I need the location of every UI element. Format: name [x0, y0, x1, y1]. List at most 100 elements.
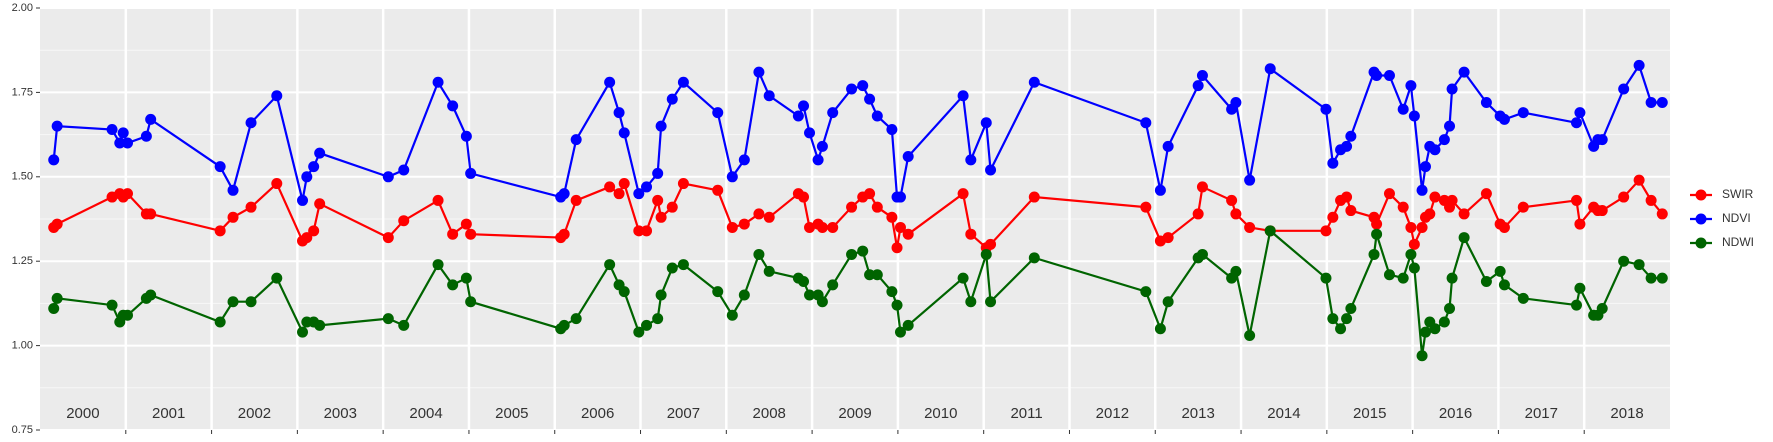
- point: [980, 117, 992, 129]
- point: [1656, 97, 1668, 109]
- point: [618, 127, 630, 139]
- point: [1345, 130, 1357, 142]
- point: [1371, 228, 1383, 240]
- point: [1633, 174, 1645, 186]
- point: [1162, 296, 1174, 308]
- point: [902, 151, 914, 163]
- point: [816, 140, 828, 152]
- point: [827, 221, 839, 233]
- point: [965, 154, 977, 166]
- x-tick-label: 2017: [1525, 405, 1558, 422]
- point: [1458, 208, 1470, 220]
- point: [857, 245, 869, 257]
- point: [957, 90, 969, 102]
- x-tick-label: 2000: [66, 405, 99, 422]
- point: [1397, 103, 1409, 115]
- point: [1196, 248, 1208, 260]
- point: [886, 211, 898, 223]
- point: [145, 208, 157, 220]
- point: [1618, 191, 1630, 203]
- point: [140, 130, 152, 142]
- point: [604, 181, 616, 193]
- point: [1028, 76, 1040, 88]
- point: [117, 127, 129, 139]
- point: [1397, 272, 1409, 284]
- point: [1320, 103, 1332, 115]
- point: [804, 221, 816, 233]
- point: [301, 171, 313, 183]
- point: [1429, 144, 1441, 156]
- point: [398, 215, 410, 227]
- point: [447, 228, 459, 240]
- point: [432, 194, 444, 206]
- point: [1596, 134, 1608, 146]
- point: [1574, 282, 1586, 294]
- point: [618, 286, 630, 298]
- legend-label: SWIR: [1722, 187, 1754, 201]
- point: [1397, 201, 1409, 213]
- point: [1420, 161, 1431, 173]
- point: [308, 161, 320, 173]
- point: [1230, 265, 1242, 277]
- point: [1408, 238, 1420, 250]
- point: [812, 154, 824, 166]
- point: [245, 296, 257, 308]
- x-tick-label: 2002: [238, 405, 271, 422]
- point: [726, 309, 738, 321]
- point: [652, 167, 664, 179]
- point: [1244, 174, 1256, 186]
- point: [1371, 218, 1383, 230]
- x-tick-label: 2016: [1439, 405, 1472, 422]
- point: [1327, 313, 1339, 325]
- point: [1480, 97, 1492, 109]
- x-tick-label: 2012: [1096, 405, 1129, 422]
- point: [738, 218, 750, 230]
- point: [871, 269, 883, 281]
- x-tick-label: 2015: [1353, 405, 1386, 422]
- point: [48, 154, 60, 166]
- point: [1383, 188, 1395, 200]
- point: [214, 225, 226, 237]
- x-tick-label: 2018: [1610, 405, 1643, 422]
- point: [1494, 265, 1506, 277]
- point: [633, 326, 645, 338]
- point: [894, 191, 906, 203]
- point: [738, 154, 750, 166]
- point: [980, 248, 992, 260]
- point: [1438, 316, 1450, 328]
- point: [1230, 97, 1242, 109]
- x-tick-label: 2013: [1181, 405, 1214, 422]
- point: [965, 296, 977, 308]
- point: [301, 232, 313, 244]
- point: [214, 161, 226, 173]
- point: [712, 184, 724, 196]
- point: [1429, 323, 1441, 335]
- point: [763, 265, 775, 277]
- point: [1517, 107, 1529, 119]
- point: [1264, 225, 1276, 237]
- point: [1383, 70, 1395, 82]
- point: [1162, 232, 1174, 244]
- point: [816, 221, 828, 233]
- point: [570, 313, 582, 325]
- point: [753, 248, 765, 260]
- x-tick-label: 2001: [152, 405, 185, 422]
- point: [106, 299, 118, 311]
- point: [214, 316, 226, 328]
- point: [652, 313, 664, 325]
- point: [558, 319, 570, 331]
- y-tick-label: 1.25: [12, 255, 33, 267]
- point: [1446, 272, 1458, 284]
- point: [1327, 157, 1339, 169]
- point: [1140, 286, 1152, 298]
- x-tick-label: 2005: [495, 405, 528, 422]
- point: [1416, 184, 1428, 196]
- point: [957, 188, 969, 200]
- point: [122, 188, 134, 200]
- point: [382, 313, 394, 325]
- y-tick-label: 0.75: [12, 424, 33, 436]
- point: [1480, 188, 1492, 200]
- point: [798, 275, 810, 287]
- point: [1618, 83, 1630, 95]
